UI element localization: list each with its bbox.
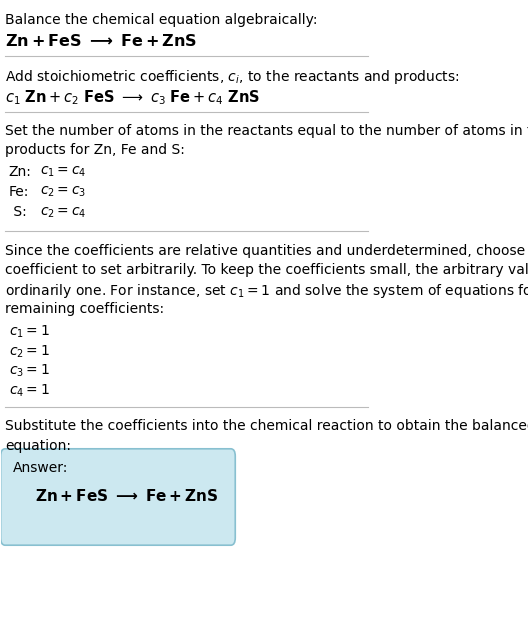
Text: coefficient to set arbitrarily. To keep the coefficients small, the arbitrary va: coefficient to set arbitrarily. To keep …	[5, 263, 528, 277]
FancyBboxPatch shape	[1, 449, 235, 545]
Text: Answer:: Answer:	[13, 462, 68, 475]
Text: S:: S:	[9, 205, 26, 219]
Text: Zn:: Zn:	[9, 165, 32, 179]
Text: $c_1 = 1$: $c_1 = 1$	[9, 324, 50, 340]
Text: Since the coefficients are relative quantities and underdetermined, choose a: Since the coefficients are relative quan…	[5, 244, 528, 257]
Text: remaining coefficients:: remaining coefficients:	[5, 302, 164, 316]
Text: Add stoichiometric coefficients, $c_i$, to the reactants and products:: Add stoichiometric coefficients, $c_i$, …	[5, 68, 460, 86]
Text: equation:: equation:	[5, 439, 71, 453]
Text: $c_1\ \mathbf{Zn} + c_2\ \mathbf{FeS}\ \longrightarrow\ c_3\ \mathbf{Fe} + c_4\ : $c_1\ \mathbf{Zn} + c_2\ \mathbf{FeS}\ \…	[5, 89, 260, 107]
Text: Set the number of atoms in the reactants equal to the number of atoms in the: Set the number of atoms in the reactants…	[5, 124, 528, 138]
Text: $c_1 = c_4$: $c_1 = c_4$	[40, 165, 87, 179]
Text: $c_4 = 1$: $c_4 = 1$	[9, 382, 50, 399]
Text: $c_2 = c_4$: $c_2 = c_4$	[40, 205, 87, 220]
Text: $c_3 = 1$: $c_3 = 1$	[9, 363, 50, 379]
Text: Balance the chemical equation algebraically:: Balance the chemical equation algebraica…	[5, 13, 317, 26]
Text: products for Zn, Fe and S:: products for Zn, Fe and S:	[5, 143, 185, 158]
Text: $\mathbf{Zn + FeS\ \longrightarrow\ Fe + ZnS}$: $\mathbf{Zn + FeS\ \longrightarrow\ Fe +…	[5, 33, 197, 49]
Text: $c_2 = c_3$: $c_2 = c_3$	[40, 185, 87, 200]
Text: $c_2 = 1$: $c_2 = 1$	[9, 344, 50, 360]
Text: ordinarily one. For instance, set $c_1 = 1$ and solve the system of equations fo: ordinarily one. For instance, set $c_1 =…	[5, 283, 528, 300]
Text: Fe:: Fe:	[9, 185, 29, 199]
Text: Substitute the coefficients into the chemical reaction to obtain the balanced: Substitute the coefficients into the che…	[5, 420, 528, 433]
Text: $\mathbf{Zn + FeS\ \longrightarrow\ Fe + ZnS}$: $\mathbf{Zn + FeS\ \longrightarrow\ Fe +…	[35, 489, 218, 504]
